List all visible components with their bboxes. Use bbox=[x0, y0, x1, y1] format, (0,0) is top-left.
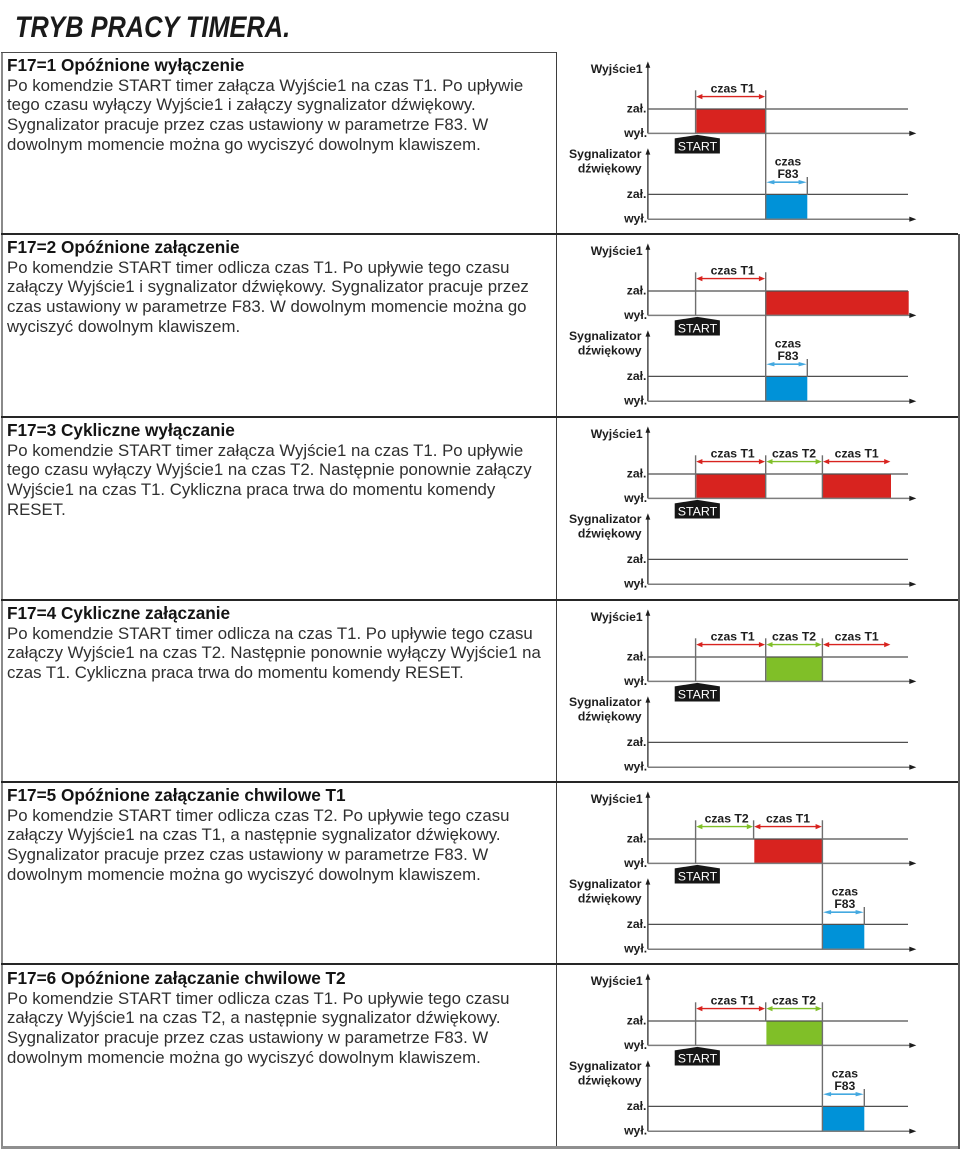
svg-text:Wyjście1: Wyjście1 bbox=[591, 792, 643, 806]
svg-text:wył.: wył. bbox=[623, 1038, 647, 1052]
svg-text:czas T1: czas T1 bbox=[711, 264, 755, 278]
svg-text:zał.: zał. bbox=[627, 1014, 647, 1028]
svg-text:wył.: wył. bbox=[623, 759, 647, 773]
svg-text:czas T1: czas T1 bbox=[711, 81, 755, 95]
svg-text:dźwiękowy: dźwiękowy bbox=[578, 1074, 642, 1088]
svg-text:dźwiękowy: dźwiękowy bbox=[578, 891, 642, 905]
svg-text:dźwiękowy: dźwiękowy bbox=[578, 161, 642, 175]
svg-text:wył.: wył. bbox=[623, 942, 647, 956]
svg-text:wył.: wył. bbox=[623, 491, 647, 505]
svg-text:czas T2: czas T2 bbox=[772, 629, 816, 643]
svg-text:START: START bbox=[678, 687, 718, 701]
svg-text:Sygnalizator: Sygnalizator bbox=[569, 329, 642, 343]
svg-text:czas T1: czas T1 bbox=[835, 446, 879, 460]
svg-text:START: START bbox=[678, 139, 718, 153]
svg-text:Wyjście1: Wyjście1 bbox=[591, 62, 643, 76]
svg-text:Wyjście1: Wyjście1 bbox=[591, 610, 643, 624]
svg-text:czas T1: czas T1 bbox=[711, 446, 755, 460]
svg-text:zał.: zał. bbox=[627, 649, 647, 663]
svg-text:F83: F83 bbox=[834, 897, 855, 911]
svg-text:zał.: zał. bbox=[627, 552, 647, 566]
svg-text:czas T2: czas T2 bbox=[772, 446, 816, 460]
svg-text:wył.: wył. bbox=[623, 211, 647, 225]
svg-text:zał.: zał. bbox=[627, 1099, 647, 1113]
svg-text:czas T2: czas T2 bbox=[705, 811, 749, 825]
svg-text:Wyjście1: Wyjście1 bbox=[591, 244, 643, 258]
svg-text:zał.: zał. bbox=[627, 369, 647, 383]
svg-text:dźwiękowy: dźwiękowy bbox=[578, 343, 642, 357]
svg-text:zał.: zał. bbox=[627, 186, 647, 200]
svg-text:wył.: wył. bbox=[623, 308, 647, 322]
svg-text:zał.: zał. bbox=[627, 831, 647, 845]
svg-text:START: START bbox=[678, 505, 718, 519]
svg-text:Sygnalizator: Sygnalizator bbox=[569, 877, 642, 891]
svg-text:zał.: zał. bbox=[627, 284, 647, 298]
svg-text:wył.: wył. bbox=[623, 394, 647, 408]
svg-text:wył.: wył. bbox=[623, 577, 647, 591]
svg-text:F83: F83 bbox=[777, 349, 798, 363]
svg-text:czas: czas bbox=[832, 1067, 859, 1081]
svg-text:czas T1: czas T1 bbox=[766, 811, 810, 825]
svg-text:F83: F83 bbox=[834, 1079, 855, 1093]
svg-text:czas: czas bbox=[832, 885, 859, 899]
svg-text:Wyjście1: Wyjście1 bbox=[591, 974, 643, 988]
svg-text:czas T1: czas T1 bbox=[711, 994, 755, 1008]
svg-text:wył.: wył. bbox=[623, 674, 647, 688]
svg-text:START: START bbox=[678, 1052, 718, 1066]
svg-text:zał.: zał. bbox=[627, 734, 647, 748]
svg-text:czas T1: czas T1 bbox=[835, 629, 879, 643]
svg-text:czas T2: czas T2 bbox=[772, 994, 816, 1008]
svg-text:dźwiękowy: dźwiękowy bbox=[578, 526, 642, 540]
svg-text:zał.: zał. bbox=[627, 917, 647, 931]
svg-text:wył.: wył. bbox=[623, 1124, 647, 1138]
svg-text:Sygnalizator: Sygnalizator bbox=[569, 1059, 642, 1073]
svg-text:Wyjście1: Wyjście1 bbox=[591, 427, 643, 441]
svg-text:dźwiękowy: dźwiękowy bbox=[578, 709, 642, 723]
svg-text:czas T1: czas T1 bbox=[711, 629, 755, 643]
svg-text:F83: F83 bbox=[777, 167, 798, 181]
svg-text:wył.: wył. bbox=[623, 126, 647, 140]
svg-text:Sygnalizator: Sygnalizator bbox=[569, 694, 642, 708]
svg-text:wył.: wył. bbox=[623, 856, 647, 870]
svg-text:czas: czas bbox=[775, 154, 802, 168]
svg-text:zał.: zał. bbox=[627, 101, 647, 115]
svg-text:START: START bbox=[678, 870, 718, 884]
svg-text:Sygnalizator: Sygnalizator bbox=[569, 512, 642, 526]
svg-text:czas: czas bbox=[775, 337, 802, 351]
svg-text:zał.: zał. bbox=[627, 466, 647, 480]
svg-text:Sygnalizator: Sygnalizator bbox=[569, 146, 642, 160]
svg-text:START: START bbox=[678, 322, 718, 336]
